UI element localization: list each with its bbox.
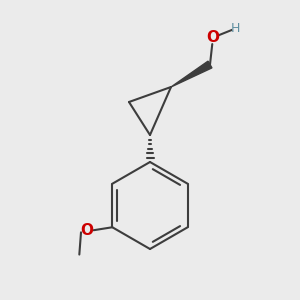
- Text: O: O: [206, 30, 220, 45]
- Text: H: H: [231, 22, 240, 35]
- Text: O: O: [80, 223, 94, 238]
- Polygon shape: [171, 61, 212, 87]
